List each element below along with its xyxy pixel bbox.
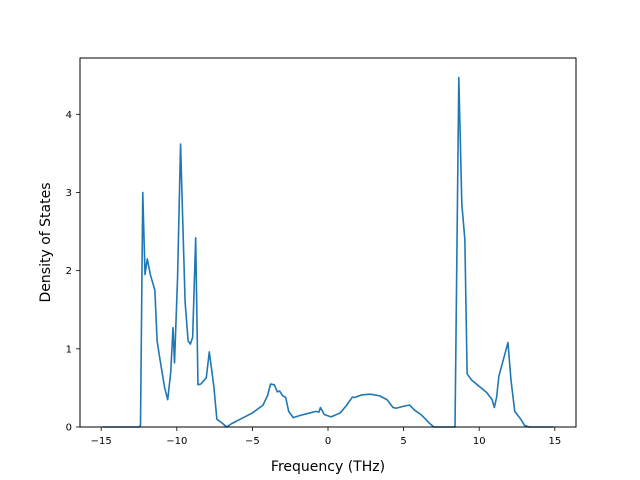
y-tick-label: 0 <box>66 423 72 434</box>
x-axis: −15 −10 −5 0 5 10 15 <box>91 427 561 447</box>
x-axis-title: Frequency (THz) <box>271 459 385 475</box>
x-tick-label: −15 <box>91 436 112 447</box>
x-tick-label: 0 <box>325 436 331 447</box>
y-tick-label: 2 <box>66 266 72 277</box>
y-tick-label: 1 <box>66 344 72 355</box>
x-tick-label: −10 <box>166 436 187 447</box>
y-axis: 0 1 2 3 4 <box>66 110 80 434</box>
y-tick-label: 4 <box>66 110 72 121</box>
x-tick-label: 10 <box>473 436 486 447</box>
y-tick-label: 3 <box>66 188 72 199</box>
dos-series-line <box>102 76 554 428</box>
x-tick-label: −5 <box>245 436 260 447</box>
x-tick-label: 5 <box>400 436 406 447</box>
series-layer <box>102 76 554 428</box>
x-tick-label: 15 <box>548 436 561 447</box>
plot-frame <box>79 57 577 428</box>
y-axis-title: Density of States <box>38 183 54 303</box>
